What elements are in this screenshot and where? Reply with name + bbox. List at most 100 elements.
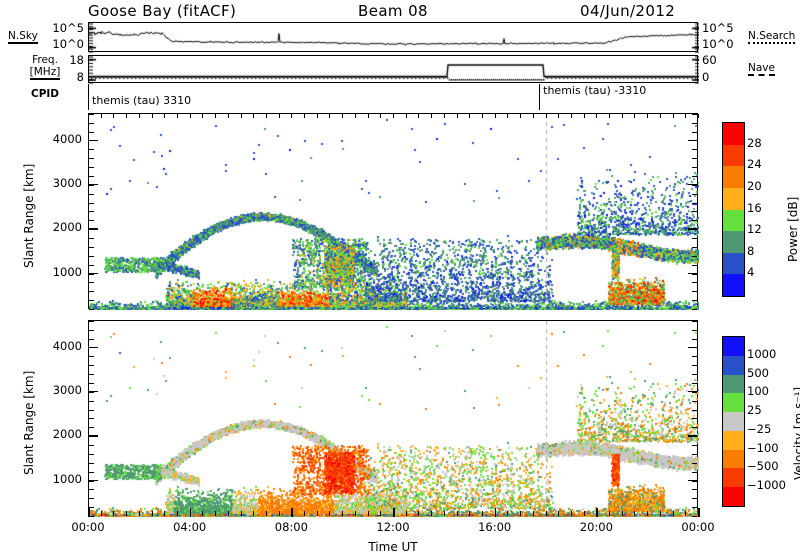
colorbar-swatch [723, 252, 744, 275]
nsearch-label: N.Search [748, 30, 796, 45]
range-minor-tick [89, 338, 94, 340]
range-minor-tick [89, 255, 94, 257]
time-minor-tick-top [151, 114, 153, 118]
range-major-tick [688, 183, 697, 186]
range-major-tick [688, 228, 697, 230]
range-minor-tick [692, 382, 697, 384]
colorbar-swatch [723, 412, 744, 431]
range-minor-tick [89, 175, 94, 177]
freq-label-line1: Freq. [32, 54, 58, 66]
time-minor-tick-top [393, 114, 394, 118]
time-minor-tick [100, 511, 102, 516]
time-minor-tick [685, 511, 687, 516]
noise-ytick-bottom: 10^0 [52, 37, 84, 51]
cpid-row: themis (tau) 3310 themis (tau) -3310 [88, 84, 698, 110]
nave-ytick-top: 60 [702, 53, 717, 67]
range-tick-label: 3000 [52, 382, 82, 397]
time-minor-tick-top [558, 114, 560, 118]
range-tick-label: 4000 [52, 131, 82, 146]
range-minor-tick [692, 167, 697, 169]
cpid-label: CPID [30, 88, 60, 100]
time-minor-tick-top [545, 114, 547, 118]
noise-ytick-top: 10^5 [52, 21, 84, 35]
range-minor-tick [692, 320, 697, 322]
time-minor-tick [380, 511, 382, 516]
time-minor-tick-top [647, 114, 649, 118]
time-minor-tick [240, 511, 242, 516]
time-minor-tick-top [113, 114, 115, 118]
range-minor-tick [692, 409, 697, 411]
range-minor-tick [692, 400, 697, 402]
time-minor-tick [113, 511, 115, 516]
range-minor-tick [692, 445, 697, 447]
colorbar-tick-label: 28 [747, 135, 762, 150]
range-minor-tick [89, 158, 94, 160]
time-major-tick [596, 508, 598, 517]
range-minor-tick [89, 220, 94, 222]
time-minor-tick-top [202, 114, 204, 118]
time-minor-tick [520, 511, 522, 516]
date-label: 04/Jun/2012 [580, 2, 676, 20]
range-minor-tick [89, 409, 94, 411]
cpid-divider [539, 84, 541, 110]
range-minor-tick [89, 356, 94, 358]
range-minor-tick [692, 516, 697, 517]
time-minor-tick [469, 511, 471, 516]
range-minor-tick [89, 329, 94, 331]
colorbar-tick-label: 20 [747, 178, 762, 193]
range-minor-tick [692, 255, 697, 257]
range-tick-label: 2000 [52, 220, 82, 235]
time-minor-tick-top [443, 114, 445, 118]
colorbar-tick-label: 16 [747, 200, 762, 215]
time-minor-tick [367, 511, 369, 516]
time-minor-tick-top [698, 114, 699, 118]
range-major-tick [688, 139, 697, 142]
range-major-tick [688, 272, 697, 275]
time-minor-tick-top [456, 114, 458, 118]
cpid-entry: themis (tau) -3310 [543, 84, 647, 97]
range-minor-tick [692, 131, 697, 133]
range-minor-tick [89, 462, 94, 464]
range-minor-tick [89, 238, 94, 240]
time-minor-tick [507, 511, 509, 516]
frequency-trace [89, 56, 699, 84]
time-minor-tick [304, 511, 306, 516]
range-major-tick [89, 435, 98, 437]
time-minor-tick [672, 511, 674, 516]
range-minor-tick [692, 113, 697, 115]
time-minor-tick [253, 511, 255, 516]
range-minor-tick [692, 220, 697, 222]
colorbar-swatch [723, 187, 744, 210]
xaxis-label: Time UT [368, 540, 418, 554]
time-minor-tick-top [126, 114, 128, 118]
range-minor-tick [89, 167, 94, 169]
range-minor-tick [89, 309, 94, 310]
frequency-panel [88, 55, 699, 84]
range-minor-tick [89, 507, 94, 509]
cpid-entry: themis (tau) 3310 [92, 94, 192, 107]
time-minor-tick [456, 511, 458, 516]
time-minor-tick [215, 511, 217, 516]
range-minor-tick [89, 300, 94, 302]
colorbar-tick-label: 8 [747, 243, 755, 258]
range-minor-tick [692, 356, 697, 358]
time-minor-tick-top [520, 114, 522, 118]
time-minor-tick-top [227, 114, 229, 118]
range-minor-tick [89, 282, 94, 284]
range-minor-tick [692, 264, 697, 266]
range-minor-tick [692, 309, 697, 310]
colorbar-swatch [723, 487, 744, 507]
range-minor-tick [89, 193, 94, 195]
time-tick-label: 04:00 [173, 520, 207, 534]
colorbar-swatch [723, 337, 744, 356]
range-minor-tick [692, 158, 697, 160]
range-minor-tick [89, 291, 94, 293]
range-minor-tick [89, 445, 94, 447]
colorbar-swatch [723, 430, 744, 450]
time-minor-tick [634, 511, 636, 516]
range-minor-tick [89, 202, 94, 204]
time-minor-tick [609, 511, 611, 516]
range-major-tick [89, 479, 98, 482]
range-major-tick [89, 346, 98, 349]
range-minor-tick [89, 122, 94, 124]
